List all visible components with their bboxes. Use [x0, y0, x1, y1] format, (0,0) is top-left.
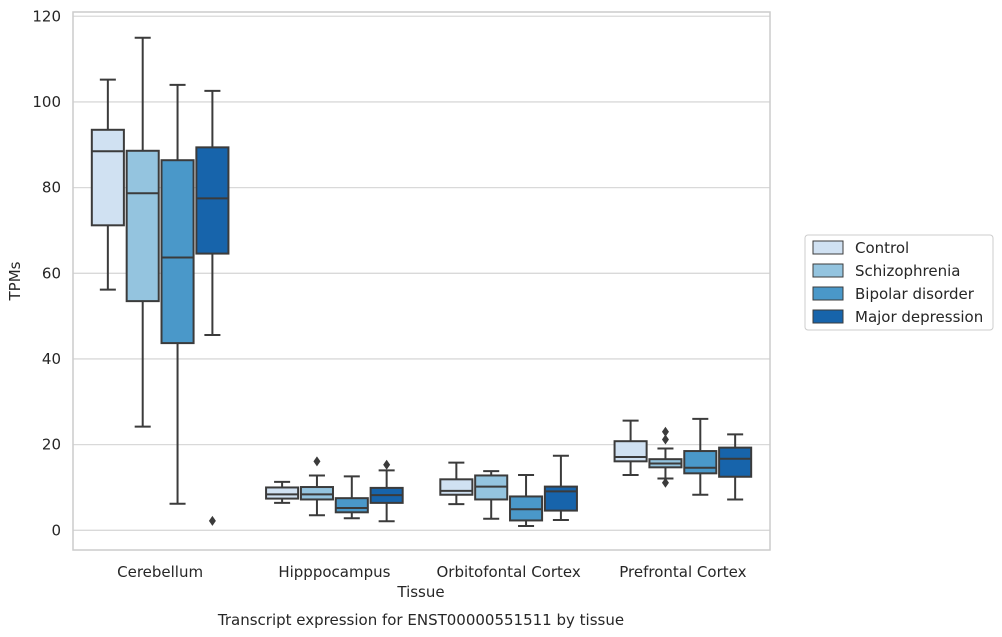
box-control-3 — [613, 419, 648, 477]
box-major-depression-0 — [195, 89, 230, 526]
box-control-2 — [439, 461, 474, 506]
box-schizophrenia-1 — [299, 456, 334, 517]
box-iqr — [265, 486, 300, 500]
plot-frame — [72, 11, 771, 551]
x-axis-ticks: Cerebellum Hipppocampus Orbitofontal Corte… — [117, 563, 746, 581]
x-tick-label: Cerebellum — [117, 563, 203, 581]
legend-item: Bipolar disorder — [812, 285, 975, 303]
box-iqr — [613, 440, 648, 463]
y-tick-label: 80 — [42, 179, 61, 197]
box-iqr — [543, 485, 578, 512]
legend-label: Major depression — [855, 308, 983, 326]
y-tick-label: 120 — [32, 7, 61, 25]
legend-label: Control — [855, 239, 909, 257]
legend-swatch — [812, 309, 844, 324]
box-iqr — [439, 478, 474, 496]
legend-item: Control — [812, 239, 909, 257]
y-tick-label: 100 — [32, 93, 61, 111]
box-bipolar-disorder-1 — [334, 475, 369, 520]
box-major-depression-2 — [543, 454, 578, 522]
box-bipolar-disorder-0 — [160, 83, 195, 505]
outlier-point — [661, 477, 669, 488]
legend-swatch — [812, 286, 844, 301]
box-schizophrenia-2 — [474, 470, 509, 520]
legend-label: Bipolar disorder — [855, 285, 975, 303]
box-bipolar-disorder-2 — [509, 474, 544, 528]
box-iqr — [299, 486, 334, 501]
y-tick-label: 60 — [42, 264, 61, 282]
box-schizophrenia-0 — [125, 36, 160, 428]
y-tick-label: 20 — [42, 436, 61, 454]
box-control-0 — [90, 78, 125, 291]
box-iqr — [334, 497, 369, 514]
x-tick-label: Hipppocampus — [278, 563, 390, 581]
box-control-1 — [265, 480, 300, 504]
box-major-depression-3 — [718, 433, 753, 501]
legend-label: Schizophrenia — [855, 262, 960, 280]
outlier-point — [313, 456, 321, 467]
box-iqr — [718, 446, 753, 478]
box-schizophrenia-3 — [648, 426, 683, 488]
legend-item: Schizophrenia — [812, 262, 960, 280]
legend-item: Major depression — [812, 308, 983, 326]
box-bipolar-disorder-3 — [683, 417, 718, 496]
legend-swatch — [812, 240, 844, 255]
outlier-point — [383, 459, 391, 470]
plot-area — [90, 36, 753, 528]
x-tick-label: Prefrontal Cortex — [619, 563, 746, 581]
legend: Control Schizophrenia Bipolar disorder Majo… — [804, 234, 994, 331]
outlier-point — [208, 515, 216, 526]
y-axis-ticks: 0 20 40 60 80 100 120 — [32, 7, 61, 539]
y-axis-label: TPMs — [6, 261, 24, 301]
legend-swatch — [812, 263, 844, 278]
y-tick-label: 0 — [51, 521, 61, 539]
outlier-point — [661, 434, 669, 445]
box-iqr — [683, 450, 718, 475]
box-iqr — [125, 149, 160, 303]
chart-caption: Transcript expression for ENST0000055151… — [217, 611, 624, 629]
box-iqr — [160, 159, 195, 345]
y-tick-label: 40 — [42, 350, 61, 368]
x-axis-label: Tissue — [396, 583, 444, 601]
outlier-point — [661, 426, 669, 437]
legend-frame — [804, 234, 994, 331]
box-iqr — [90, 128, 125, 227]
x-tick-label: Orbitofontal Cortex — [437, 563, 581, 581]
box-iqr — [195, 146, 230, 255]
box-major-depression-1 — [369, 459, 404, 523]
